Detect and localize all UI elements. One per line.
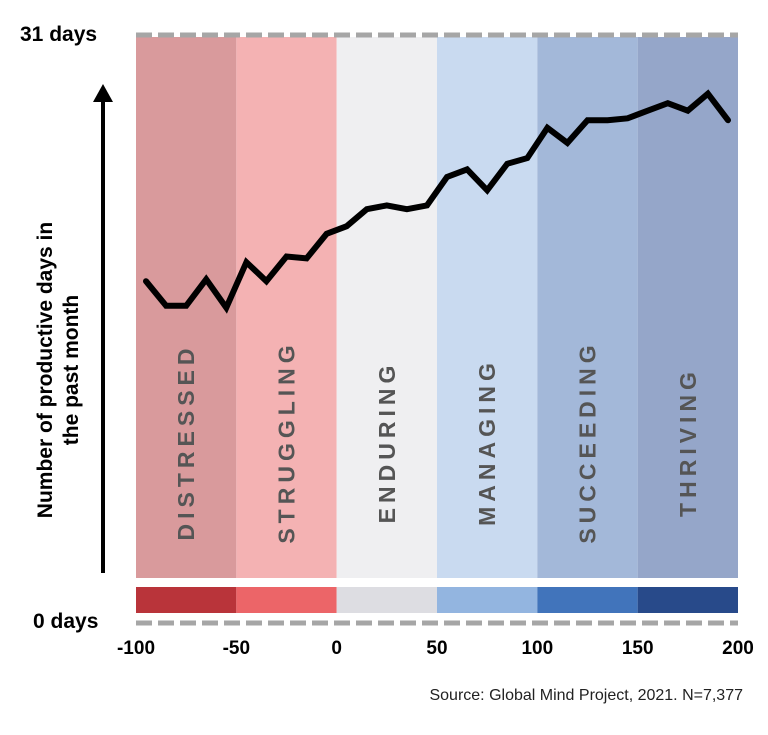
color-bar-succeeding — [537, 587, 638, 613]
color-bar-thriving — [637, 587, 738, 613]
band-label: DISTRESSED — [173, 344, 199, 541]
x-tick-label: -50 — [223, 638, 250, 659]
y-tick-top: 31 days — [20, 23, 97, 46]
color-bar-managing — [437, 587, 538, 613]
color-bar-struggling — [236, 587, 337, 613]
x-tick-label: 100 — [521, 638, 553, 659]
color-scale-bar — [136, 587, 738, 613]
x-tick-label: 50 — [426, 638, 447, 659]
band-thriving — [637, 37, 738, 578]
source-note: Source: Global Mind Project, 2021. N=7,3… — [429, 687, 743, 704]
x-tick-label: 150 — [622, 638, 654, 659]
y-axis-title-line1: Number of productive days in — [34, 222, 57, 518]
x-tick-label: 200 — [722, 638, 754, 659]
band-label: STRUGGLING — [274, 340, 300, 543]
series-line — [143, 89, 731, 314]
band-enduring — [336, 37, 437, 578]
band-label: THRIVING — [675, 367, 701, 517]
band-managing — [437, 37, 538, 578]
band-label: ENDURING — [374, 361, 400, 524]
y-tick-bottom: 0 days — [33, 610, 98, 633]
band-succeeding — [537, 37, 638, 578]
x-ticks: -100 -50 0 50 100 150 200 — [117, 638, 754, 659]
y-axis-title-line2: the past month — [60, 295, 83, 446]
color-bar-enduring — [336, 587, 437, 613]
band-label: SUCCEEDING — [575, 340, 601, 543]
band-label: MANAGING — [474, 358, 500, 526]
y-axis-arrow — [93, 84, 113, 573]
x-tick-label: -100 — [117, 638, 155, 659]
color-bar-distressed — [136, 587, 237, 613]
x-tick-label: 0 — [331, 638, 342, 659]
band-struggling — [236, 37, 337, 578]
bands: DISTRESSED STRUGGLING ENDURING MANAGING SUCC… — [136, 37, 738, 578]
